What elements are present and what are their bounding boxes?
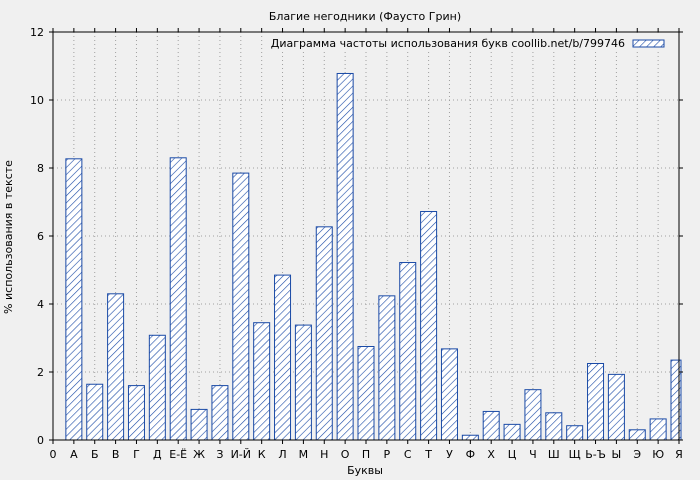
x-tick-label: Д — [153, 448, 162, 461]
bar — [649, 418, 667, 441]
bar — [524, 389, 542, 441]
bar — [211, 385, 229, 441]
y-tick-label: 12 — [30, 26, 44, 39]
grid-lines — [53, 32, 679, 440]
x-tick-label: У — [446, 448, 453, 461]
x-tick-label: З — [216, 448, 223, 461]
x-tick-label: Ы — [612, 448, 622, 461]
x-tick-label: В — [112, 448, 120, 461]
bar — [253, 322, 271, 441]
legend: Диаграмма частоты использования букв coo… — [270, 35, 678, 51]
y-tick-label: 4 — [37, 298, 44, 311]
x-tick-label: П — [362, 448, 370, 461]
bar — [190, 408, 208, 441]
bar — [607, 373, 625, 441]
x-tick-label: И-Й — [231, 448, 251, 461]
bar — [503, 423, 521, 441]
bar — [127, 385, 145, 441]
x-tick-label: Х — [487, 448, 495, 461]
x-tick-label: 0 — [50, 448, 57, 461]
x-tick-label: Н — [320, 448, 328, 461]
legend-label: Диаграмма частоты использования букв coo… — [271, 37, 625, 50]
bar — [566, 425, 584, 441]
bar — [482, 410, 500, 441]
bar — [461, 434, 479, 441]
bar — [169, 157, 187, 441]
y-tick-label: 2 — [37, 366, 44, 379]
bar — [294, 324, 312, 441]
x-tick-label: Щ — [569, 448, 581, 461]
x-tick-label: Р — [384, 448, 391, 461]
bar — [628, 429, 646, 441]
bar — [378, 295, 396, 441]
bar — [315, 226, 333, 441]
legend-swatch — [632, 39, 665, 48]
x-tick-label: Я — [675, 448, 683, 461]
bar — [587, 363, 605, 441]
bar — [232, 172, 250, 441]
x-tick-label: Б — [91, 448, 99, 461]
bar — [420, 211, 438, 441]
y-tick-label: 0 — [37, 434, 44, 447]
x-tick-label: Ю — [652, 448, 664, 461]
bar — [65, 158, 83, 441]
x-tick-label: Ц — [508, 448, 517, 461]
x-tick-label: А — [70, 448, 78, 461]
bar — [148, 334, 166, 441]
x-tick-label: Ф — [466, 448, 475, 461]
x-tick-label: К — [258, 448, 266, 461]
x-tick-label: С — [404, 448, 412, 461]
y-axis-label: % использования в тексте — [2, 160, 15, 314]
y-tick-label: 10 — [30, 94, 44, 107]
legend-bg — [270, 35, 678, 51]
y-tick-label: 8 — [37, 162, 44, 175]
x-tick-label: Ь-Ъ — [585, 448, 606, 461]
bar — [86, 383, 104, 441]
bars — [65, 72, 682, 441]
bar — [545, 412, 563, 441]
x-tick-label: Т — [424, 448, 432, 461]
bar — [440, 348, 458, 441]
x-tick-label: Л — [278, 448, 286, 461]
bar — [336, 72, 354, 441]
y-tick-label: 6 — [37, 230, 44, 243]
x-axis-label: Буквы — [347, 464, 383, 477]
bar — [357, 346, 375, 441]
x-tick-label: Ш — [548, 448, 560, 461]
x-tick-label: Ч — [529, 448, 537, 461]
bar — [107, 293, 125, 441]
x-tick-label: Е-Ё — [169, 448, 187, 461]
x-tick-label: Ж — [193, 448, 205, 461]
x-tick-label: О — [341, 448, 350, 461]
bar — [274, 274, 292, 441]
chart-title: Благие негодники (Фаусто Грин) — [269, 10, 461, 23]
x-tick-label: Э — [633, 448, 641, 461]
x-tick-label: Г — [133, 448, 140, 461]
x-tick-label: М — [299, 448, 309, 461]
bar — [399, 262, 417, 441]
plot-frame — [52, 31, 680, 441]
